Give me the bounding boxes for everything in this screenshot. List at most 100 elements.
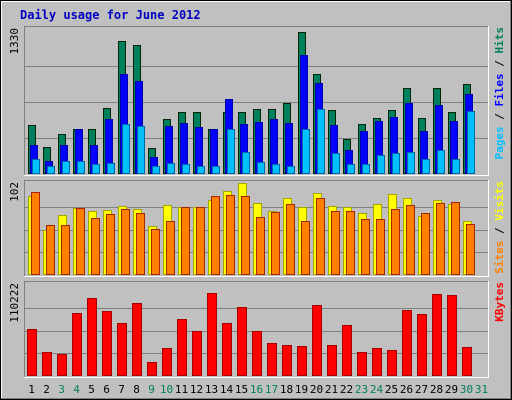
bar-pages-day-19	[302, 129, 310, 174]
legend-label: Sites	[493, 241, 506, 274]
x-tick-label: 21	[325, 383, 338, 396]
bar-pages-day-17	[272, 164, 280, 174]
bar-kbytes-day-14	[222, 323, 232, 376]
x-tick-label: 30	[460, 383, 473, 396]
bar-pages-day-23	[362, 164, 370, 174]
chart-panels: 1330 Pages / Files / Hits 102 Sites / Visit…	[8, 26, 506, 378]
x-tick-label: 8	[133, 383, 140, 396]
x-tick-label: 11	[175, 383, 188, 396]
bar-pages-day-9	[152, 166, 160, 174]
legend-label: /	[493, 54, 506, 74]
x-tick-label: 17	[265, 383, 278, 396]
x-tick-label: 19	[295, 383, 308, 396]
bar-kbytes-day-7	[117, 323, 127, 376]
bar-pages-day-6	[107, 163, 115, 174]
bar-kbytes-day-3	[57, 354, 67, 376]
bar-sites-day-5	[91, 218, 100, 275]
bar-kbytes-day-6	[102, 311, 112, 376]
x-tick-label: 31	[475, 383, 488, 396]
x-tick-label: 12	[190, 383, 203, 396]
x-tick-label: 10	[160, 383, 173, 396]
bar-pages-day-30	[467, 111, 475, 174]
x-tick-label: 18	[280, 383, 293, 396]
bar-sites-day-25	[391, 209, 400, 275]
x-tick-label: 24	[370, 383, 384, 396]
series-legend: Pages / Files / Hits	[493, 27, 506, 160]
bar-sites-day-6	[106, 214, 115, 275]
series-legend: KBytes	[493, 282, 506, 322]
bar-pages-day-22	[347, 164, 355, 174]
x-tick-label: 26	[400, 383, 413, 396]
panel-hits-files-pages: 1330 Pages / Files / Hits	[8, 26, 506, 176]
bar-kbytes-day-15	[237, 307, 247, 376]
bar-sites-day-1	[31, 192, 40, 275]
bar-sites-day-4	[76, 208, 85, 275]
bar-sites-day-11	[181, 207, 190, 275]
x-tick-label: 6	[103, 383, 110, 396]
x-tick-label: 20	[310, 383, 323, 396]
legend-label: Visits	[493, 181, 506, 221]
bar-pages-day-27	[422, 159, 430, 174]
bar-kbytes-day-11	[177, 319, 187, 376]
legend-label: Pages	[493, 126, 506, 159]
bar-pages-day-18	[287, 166, 295, 174]
x-tick-label: 25	[385, 383, 398, 396]
bar-sites-day-29	[451, 202, 460, 275]
x-tick-label: 15	[235, 383, 248, 396]
bar-sites-day-8	[136, 213, 145, 275]
bar-kbytes-day-27	[417, 314, 427, 376]
bar-kbytes-day-18	[282, 345, 292, 376]
x-tick-label: 2	[43, 383, 50, 396]
y-max-label: 110222	[8, 283, 21, 323]
panel-kbytes: 110222 KBytes	[8, 281, 506, 378]
x-tick-label: 3	[58, 383, 65, 396]
bar-pages-day-24	[377, 155, 385, 174]
bar-kbytes-day-22	[342, 325, 352, 376]
bar-sites-day-30	[466, 224, 475, 275]
bar-sites-day-21	[331, 211, 340, 275]
x-tick-label: 13	[205, 383, 218, 396]
legend-label: Files	[493, 73, 506, 106]
bar-kbytes-day-17	[267, 343, 277, 376]
bar-kbytes-day-9	[147, 362, 157, 376]
bar-kbytes-day-2	[42, 352, 52, 376]
legend-label: Hits	[493, 27, 506, 54]
bar-kbytes-day-16	[252, 331, 262, 376]
bar-kbytes-day-24	[372, 348, 382, 376]
bar-sites-day-17	[271, 212, 280, 275]
bar-kbytes-day-21	[327, 345, 337, 376]
x-tick-label: 5	[88, 383, 95, 396]
bar-pages-day-1	[32, 159, 40, 174]
bar-kbytes-day-10	[162, 348, 172, 376]
bar-sites-day-18	[286, 204, 295, 275]
x-tick-label: 9	[148, 383, 155, 396]
bar-pages-day-10	[167, 163, 175, 174]
bar-pages-day-3	[62, 161, 70, 174]
x-tick-label: 29	[445, 383, 458, 396]
x-tick-label: 27	[415, 383, 428, 396]
bar-pages-day-25	[392, 153, 400, 174]
bar-kbytes-day-30	[462, 347, 472, 376]
bar-sites-day-20	[316, 198, 325, 275]
bar-kbytes-day-28	[432, 294, 442, 376]
x-tick-label: 14	[220, 383, 234, 396]
bar-pages-day-15	[242, 152, 250, 174]
bar-pages-day-16	[257, 162, 265, 174]
bar-pages-day-13	[212, 166, 220, 174]
bar-pages-day-4	[77, 161, 85, 174]
legend-label: /	[493, 221, 506, 241]
bar-sites-day-24	[376, 219, 385, 275]
bar-pages-day-7	[122, 124, 130, 174]
bar-pages-day-12	[197, 166, 205, 174]
bar-sites-day-13	[211, 196, 220, 275]
bar-sites-day-22	[346, 211, 355, 275]
bar-sites-day-16	[256, 217, 265, 275]
bar-kbytes-day-1	[27, 329, 37, 376]
bar-kbytes-day-19	[297, 346, 307, 376]
bar-kbytes-day-8	[132, 303, 142, 376]
bar-pages-day-5	[92, 164, 100, 174]
bar-kbytes-day-20	[312, 305, 322, 376]
x-tick-label: 1	[28, 383, 35, 396]
panel-visits-sites: 102 Sites / Visits	[8, 180, 506, 277]
